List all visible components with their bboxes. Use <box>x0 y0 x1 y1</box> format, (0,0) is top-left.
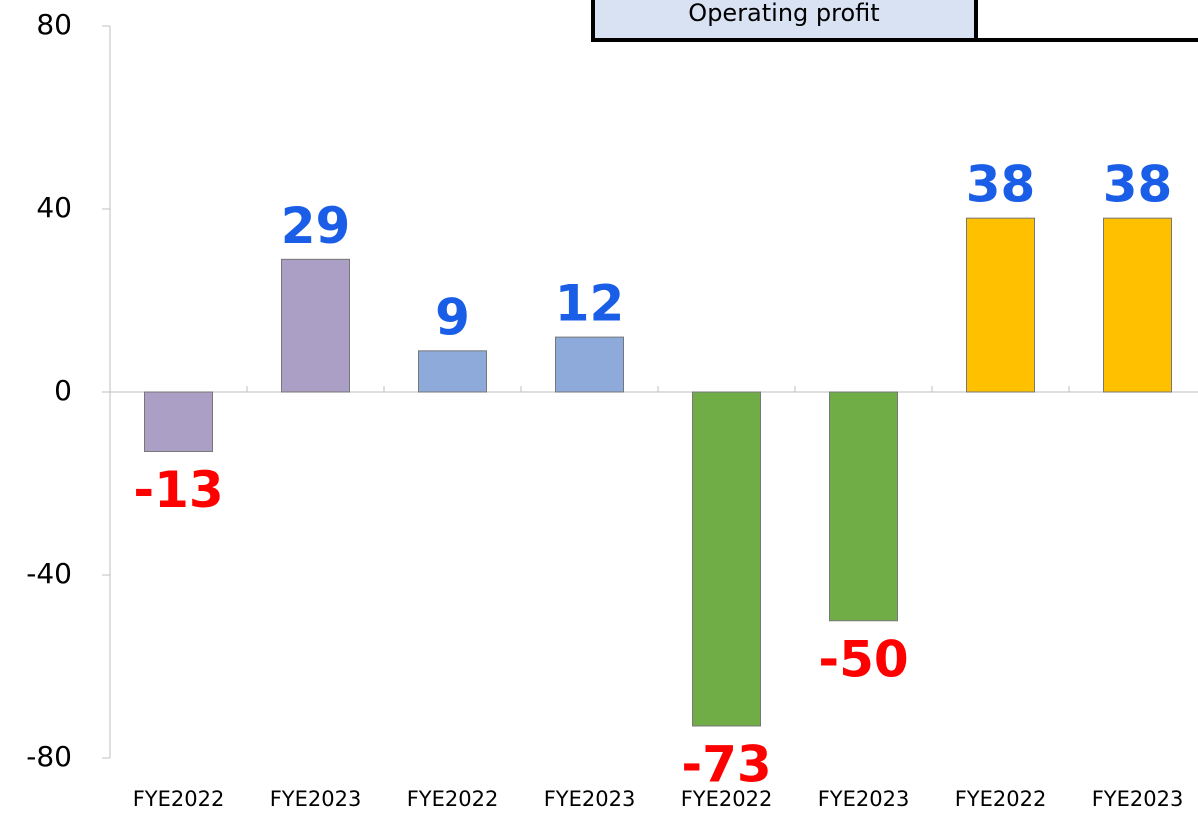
x-tick-label: FYE2022 <box>955 787 1047 811</box>
x-tick-label: FYE2022 <box>681 787 773 811</box>
y-tick-label: 80 <box>36 8 72 41</box>
bar <box>555 336 624 393</box>
value-label: -50 <box>818 630 908 688</box>
value-label: -73 <box>681 735 771 793</box>
x-tick-label: FYE2023 <box>818 787 910 811</box>
table-value-cell <box>974 0 1198 42</box>
value-label: 29 <box>281 197 351 255</box>
value-label: 9 <box>435 288 470 346</box>
y-tick-label: 0 <box>54 374 72 407</box>
x-tick-label: FYE2023 <box>270 787 362 811</box>
bar <box>692 391 761 727</box>
y-tick-label: 40 <box>36 191 72 224</box>
value-label: 12 <box>555 275 625 333</box>
value-label: 38 <box>1103 156 1173 214</box>
x-tick-label: FYE2023 <box>1092 787 1184 811</box>
x-tick-label: FYE2022 <box>133 787 225 811</box>
y-tick-label: -80 <box>26 740 72 773</box>
bar <box>281 258 350 393</box>
x-tick-label: FYE2022 <box>407 787 499 811</box>
table-label-cell <box>591 0 978 42</box>
bar <box>144 391 213 452</box>
x-tick-label: FYE2023 <box>544 787 636 811</box>
table-label: Operating profit <box>688 0 879 27</box>
bar <box>829 391 898 622</box>
value-label: 38 <box>966 156 1036 214</box>
bar <box>966 217 1035 393</box>
y-tick-label: -40 <box>26 557 72 590</box>
bar <box>1103 217 1172 393</box>
value-label: -13 <box>133 461 223 519</box>
bar <box>418 350 487 393</box>
